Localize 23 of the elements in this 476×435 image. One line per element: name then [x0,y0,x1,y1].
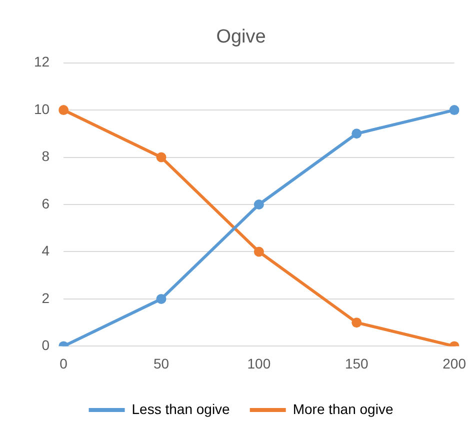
y-tick-label: 0 [42,337,50,354]
y-tick-label: 4 [42,242,50,259]
x-tick-label: 0 [60,355,68,372]
x-tick-label: 50 [153,355,170,372]
x-tick-label: 100 [247,355,271,372]
y-tick-label: 6 [42,195,50,212]
x-tick-label: 200 [442,355,466,372]
x-tick-label: 150 [344,355,369,372]
point [254,246,264,257]
y-tick-label: 10 [34,100,50,117]
point [449,105,460,116]
legend-label: More than ogive [292,400,394,417]
point [58,105,69,116]
chart-title: Ogive [216,26,266,48]
y-tick-label: 12 [34,54,50,70]
point [352,318,362,328]
point [156,152,166,162]
point [156,294,166,304]
point [254,200,264,210]
y-tick-label: 2 [42,290,50,306]
legend-label: Less than ogive [132,400,230,417]
y-tick-label: 8 [42,148,50,164]
point [352,128,362,139]
